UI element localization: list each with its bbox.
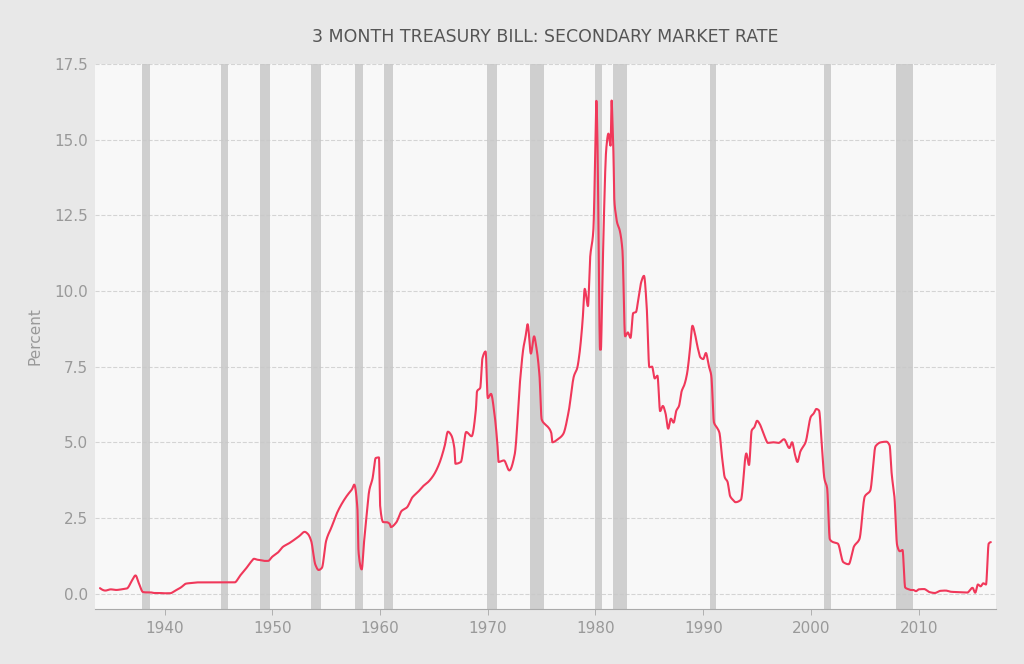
Bar <box>612 64 627 609</box>
Bar <box>384 64 393 609</box>
Bar <box>220 64 228 609</box>
Bar <box>824 64 831 609</box>
Bar <box>896 64 913 609</box>
Bar <box>142 64 150 609</box>
Y-axis label: Percent: Percent <box>28 307 43 365</box>
Bar <box>355 64 362 609</box>
Bar <box>260 64 270 609</box>
Bar <box>529 64 544 609</box>
Bar <box>311 64 321 609</box>
Bar <box>596 64 602 609</box>
Bar <box>486 64 498 609</box>
Title: 3 MONTH TREASURY BILL: SECONDARY MARKET RATE: 3 MONTH TREASURY BILL: SECONDARY MARKET … <box>312 28 778 46</box>
Bar <box>710 64 716 609</box>
